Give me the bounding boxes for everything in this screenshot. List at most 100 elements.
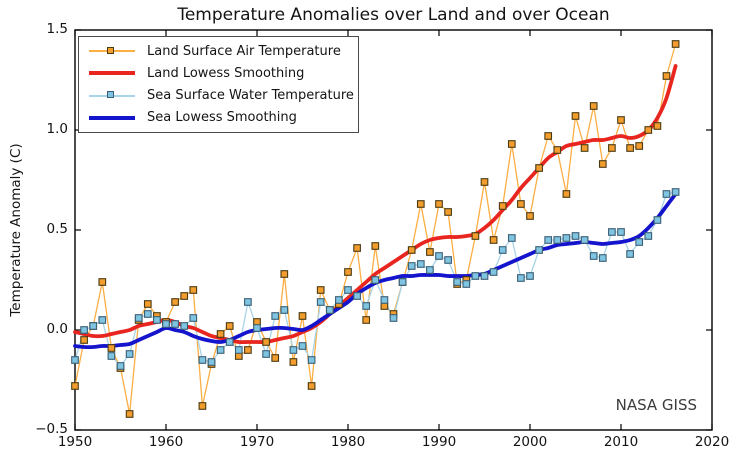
marker-sea-surface-water-temperature — [98, 316, 107, 324]
marker-land-surface-air-temperature — [98, 278, 107, 286]
marker-sea-surface-water-temperature — [162, 320, 170, 328]
marker-land-surface-air-temperature — [289, 358, 298, 366]
marker-land-surface-air-temperature — [371, 242, 380, 250]
marker-land-surface-air-temperature — [271, 354, 280, 362]
marker-sea-surface-water-temperature — [507, 234, 516, 242]
marker-sea-surface-water-temperature — [398, 278, 407, 286]
marker-sea-surface-water-temperature — [335, 296, 343, 304]
marker-land-surface-air-temperature — [80, 336, 88, 344]
legend-label: Land Lowess Smoothing — [147, 65, 305, 81]
marker-land-surface-air-temperature — [489, 236, 498, 244]
marker-land-surface-air-temperature — [526, 212, 534, 220]
y-tick-label: 1.0 — [46, 121, 68, 137]
marker-land-surface-air-temperature — [635, 142, 644, 150]
marker-sea-surface-water-temperature — [498, 246, 507, 254]
marker-sea-surface-water-temperature — [316, 298, 325, 306]
marker-sea-surface-water-temperature — [362, 302, 371, 310]
marker-sea-surface-water-temperature — [662, 190, 671, 198]
legend-item-land-lowess: Land Lowess Smoothing — [85, 66, 352, 81]
marker-sea-surface-water-temperature — [89, 322, 98, 330]
sea-annual-swatch-icon — [89, 89, 135, 103]
marker-sea-surface-water-temperature — [526, 272, 534, 280]
marker-land-surface-air-temperature — [71, 382, 79, 390]
marker-land-surface-air-temperature — [562, 190, 571, 198]
marker-land-surface-air-temperature — [362, 316, 371, 324]
marker-land-surface-air-temperature — [589, 102, 598, 110]
marker-sea-surface-water-temperature — [198, 356, 207, 364]
legend-box: Land Surface Air Temperature Land Lowess… — [78, 36, 359, 133]
marker-sea-surface-water-temperature — [207, 358, 216, 366]
marker-land-surface-air-temperature — [180, 292, 189, 300]
marker-land-surface-air-temperature — [644, 126, 653, 134]
marker-land-surface-air-temperature — [662, 72, 671, 80]
marker-sea-surface-water-temperature — [234, 346, 243, 354]
y-tick-label: 0.5 — [46, 221, 68, 237]
marker-sea-surface-water-temperature — [262, 350, 270, 358]
marker-land-surface-air-temperature — [553, 146, 562, 154]
marker-land-surface-air-temperature — [262, 338, 270, 346]
marker-land-surface-air-temperature — [517, 200, 525, 208]
marker-sea-surface-water-temperature — [107, 352, 116, 360]
chart-title: Temperature Anomalies over Land and over… — [177, 5, 610, 25]
marker-sea-surface-water-temperature — [644, 232, 653, 240]
marker-sea-surface-water-temperature — [553, 236, 562, 244]
legend-label: Land Surface Air Temperature — [147, 43, 341, 59]
y-tick-label: −0.5 — [35, 421, 68, 437]
legend-item-sea-lowess: Sea Lowess Smoothing — [85, 110, 352, 125]
marker-land-surface-air-temperature — [107, 344, 116, 352]
marker-sea-surface-water-temperature — [598, 254, 607, 262]
x-tick-label: 1990 — [421, 434, 457, 450]
marker-land-surface-air-temperature — [617, 116, 625, 124]
marker-sea-surface-water-temperature — [143, 310, 152, 318]
marker-land-surface-air-temperature — [171, 298, 179, 306]
legend-item-sea-annual: Sea Surface Water Temperature — [85, 88, 354, 104]
marker-land-surface-air-temperature — [416, 200, 425, 208]
marker-sea-surface-water-temperature — [608, 228, 616, 236]
marker-sea-surface-water-temperature — [671, 188, 680, 196]
marker-sea-surface-water-temperature — [353, 292, 361, 300]
marker-land-surface-air-temperature — [471, 232, 480, 240]
marker-sea-surface-water-temperature — [225, 338, 234, 346]
marker-sea-surface-water-temperature — [371, 276, 380, 284]
marker-sea-surface-water-temperature — [562, 234, 571, 242]
marker-sea-surface-water-temperature — [216, 346, 225, 354]
marker-sea-surface-water-temperature — [435, 252, 443, 260]
legend-label: Sea Surface Water Temperature — [147, 88, 354, 104]
marker-sea-surface-water-temperature — [453, 278, 462, 286]
marker-land-surface-air-temperature — [426, 248, 434, 256]
marker-sea-surface-water-temperature — [280, 306, 289, 314]
marker-land-surface-air-temperature — [198, 402, 207, 410]
nasa-giss-watermark: NASA GISS — [615, 396, 697, 414]
marker-land-surface-air-temperature — [608, 144, 616, 152]
marker-land-surface-air-temperature — [480, 178, 489, 186]
x-tick-label: 2020 — [694, 434, 730, 450]
marker-sea-surface-water-temperature — [271, 312, 280, 320]
marker-land-surface-air-temperature — [143, 300, 152, 308]
marker-sea-surface-water-temperature — [344, 286, 352, 294]
marker-sea-surface-water-temperature — [571, 232, 580, 240]
marker-sea-surface-water-temperature — [153, 316, 161, 324]
marker-land-surface-air-temperature — [225, 322, 234, 330]
marker-sea-surface-water-temperature — [462, 280, 471, 288]
marker-land-surface-air-temperature — [125, 410, 134, 418]
marker-land-surface-air-temperature — [244, 346, 252, 354]
marker-sea-surface-water-temperature — [635, 238, 644, 246]
marker-land-surface-air-temperature — [571, 112, 580, 120]
marker-sea-surface-water-temperature — [380, 296, 389, 304]
marker-land-surface-air-temperature — [580, 144, 589, 152]
marker-sea-surface-water-temperature — [471, 272, 480, 280]
marker-sea-surface-water-temperature — [180, 322, 189, 330]
marker-sea-surface-water-temperature — [289, 346, 298, 354]
sea-lowess-swatch-icon — [89, 111, 135, 125]
marker-land-surface-air-temperature — [626, 144, 634, 152]
marker-land-surface-air-temperature — [407, 246, 416, 254]
y-axis-label: Temperature Anomaly (C) — [8, 143, 24, 317]
marker-sea-surface-water-temperature — [535, 246, 543, 254]
marker-land-surface-air-temperature — [280, 270, 289, 278]
marker-sea-surface-water-temperature — [189, 314, 198, 322]
marker-land-surface-air-temperature — [444, 208, 452, 216]
marker-land-surface-air-temperature — [435, 200, 443, 208]
y-tick-label: 1.5 — [46, 21, 68, 37]
